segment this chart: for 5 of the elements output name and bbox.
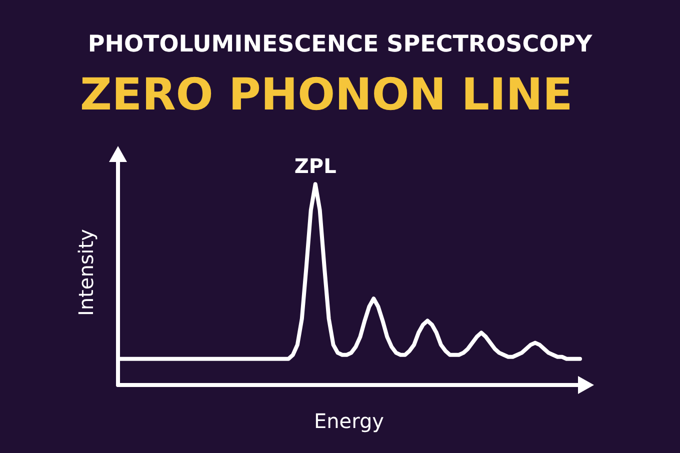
annotation: ZPL — [294, 154, 337, 178]
y-axis-title: Intensity — [74, 228, 98, 316]
x-axis-title: Energy — [314, 409, 384, 433]
chart-subtitle: PHOTOLUMINESCENCE SPECTROSCOPY — [88, 32, 592, 58]
chart-title: ZERO PHONON LINE — [80, 70, 573, 120]
